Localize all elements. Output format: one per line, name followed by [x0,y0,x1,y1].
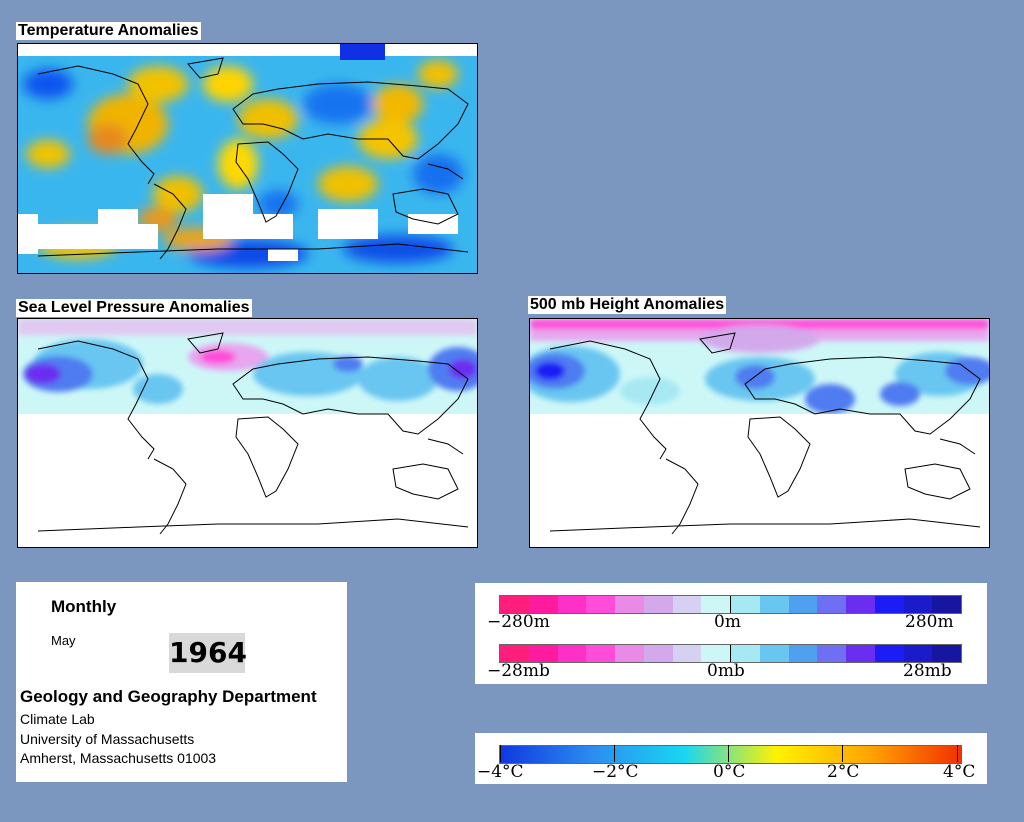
height-colorbar-swatch [817,596,846,613]
pressure-colorbar-swatch [672,645,702,662]
pressure-colorbar-swatch [874,645,904,662]
pressure-label-mid: 0mb [707,661,745,681]
temp-label-minus4: −4°C [477,762,524,782]
pressure-colorbar-swatch [557,645,587,662]
pressure-colorbar [499,644,962,663]
temp-label-4: 4°C [943,762,976,782]
height-colorbar-swatch [500,596,529,613]
pressure-colorbar-swatch [528,645,558,662]
pressure-colorbar-swatch [903,645,933,662]
pressure-colorbar-swatch [643,645,673,662]
height-colorbar-swatch [643,596,673,613]
height-pressure-legend: −280m 0m 280m −28mb 0mb 28mb [475,583,987,684]
pressure-colorbar-swatch [701,645,730,662]
height-colorbar-swatch [557,596,587,613]
height-colorbar-swatch [672,596,702,613]
height-colorbar-swatch [903,596,933,613]
height-colorbar-swatch [846,596,875,613]
info-panel: Monthly May 1964 Geology and Geography D… [16,582,347,782]
pressure-colorbar-swatch [788,645,818,662]
temp-label-2: 2°C [827,762,860,782]
pressure-colorbar-swatch [500,645,529,662]
temp-label-minus2: −2°C [592,762,639,782]
sea-level-pressure-anomaly-map [17,318,478,548]
pressure-colorbar-swatch [615,645,644,662]
address-line: Amherst, Massachusetts 01003 [20,750,217,766]
height-colorbar-swatch [932,596,961,613]
pressure-colorbar-swatch [730,645,760,662]
pressure-colorbar-swatch [586,645,615,662]
height-colorbar-swatch [586,596,615,613]
year-label: 1964 [169,633,247,673]
temperature-legend: −4°C −2°C 0°C 2°C 4°C [475,733,987,784]
lab-name: Climate Lab [20,711,95,727]
pressure-colorbar-swatch [759,645,789,662]
slp-map-title: Sea Level Pressure Anomalies [16,299,252,317]
temp-label-0: 0°C [713,762,746,782]
pressure-colorbar-swatch [846,645,875,662]
height-colorbar-swatch [730,596,760,613]
height-colorbar-swatch [701,596,730,613]
height-colorbar-swatch [615,596,644,613]
department-name: Geology and Geography Department [20,687,317,706]
height-map-title: 500 mb Height Anomalies [528,296,727,314]
month-label: May [51,633,76,648]
frequency-label: Monthly [51,597,117,616]
height-label-min: −280m [487,612,550,632]
height-colorbar-swatch [528,596,558,613]
temperature-map-title: Temperature Anomalies [16,22,201,40]
pressure-colorbar-swatch [932,645,961,662]
height-colorbar-swatch [788,596,818,613]
university-name: University of Massachusetts [20,731,195,747]
pressure-colorbar-swatch [817,645,846,662]
pressure-label-max: 28mb [903,661,952,681]
height-label-mid: 0m [714,612,741,632]
500mb-height-anomaly-map [529,318,990,548]
height-colorbar-swatch [874,596,904,613]
height-colorbar [499,595,962,614]
pressure-label-min: −28mb [487,661,550,681]
temperature-anomaly-map [17,43,478,274]
height-colorbar-swatch [759,596,789,613]
height-label-max: 280m [905,612,954,632]
